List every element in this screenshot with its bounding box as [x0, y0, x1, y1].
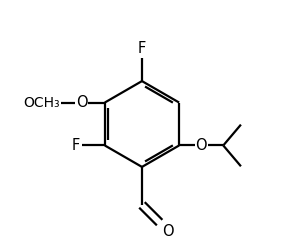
Text: O: O	[76, 95, 87, 110]
Text: F: F	[138, 41, 146, 56]
Text: F: F	[71, 138, 80, 153]
Text: O: O	[162, 224, 174, 239]
Text: OCH₃: OCH₃	[24, 95, 60, 110]
Text: O: O	[196, 138, 207, 153]
